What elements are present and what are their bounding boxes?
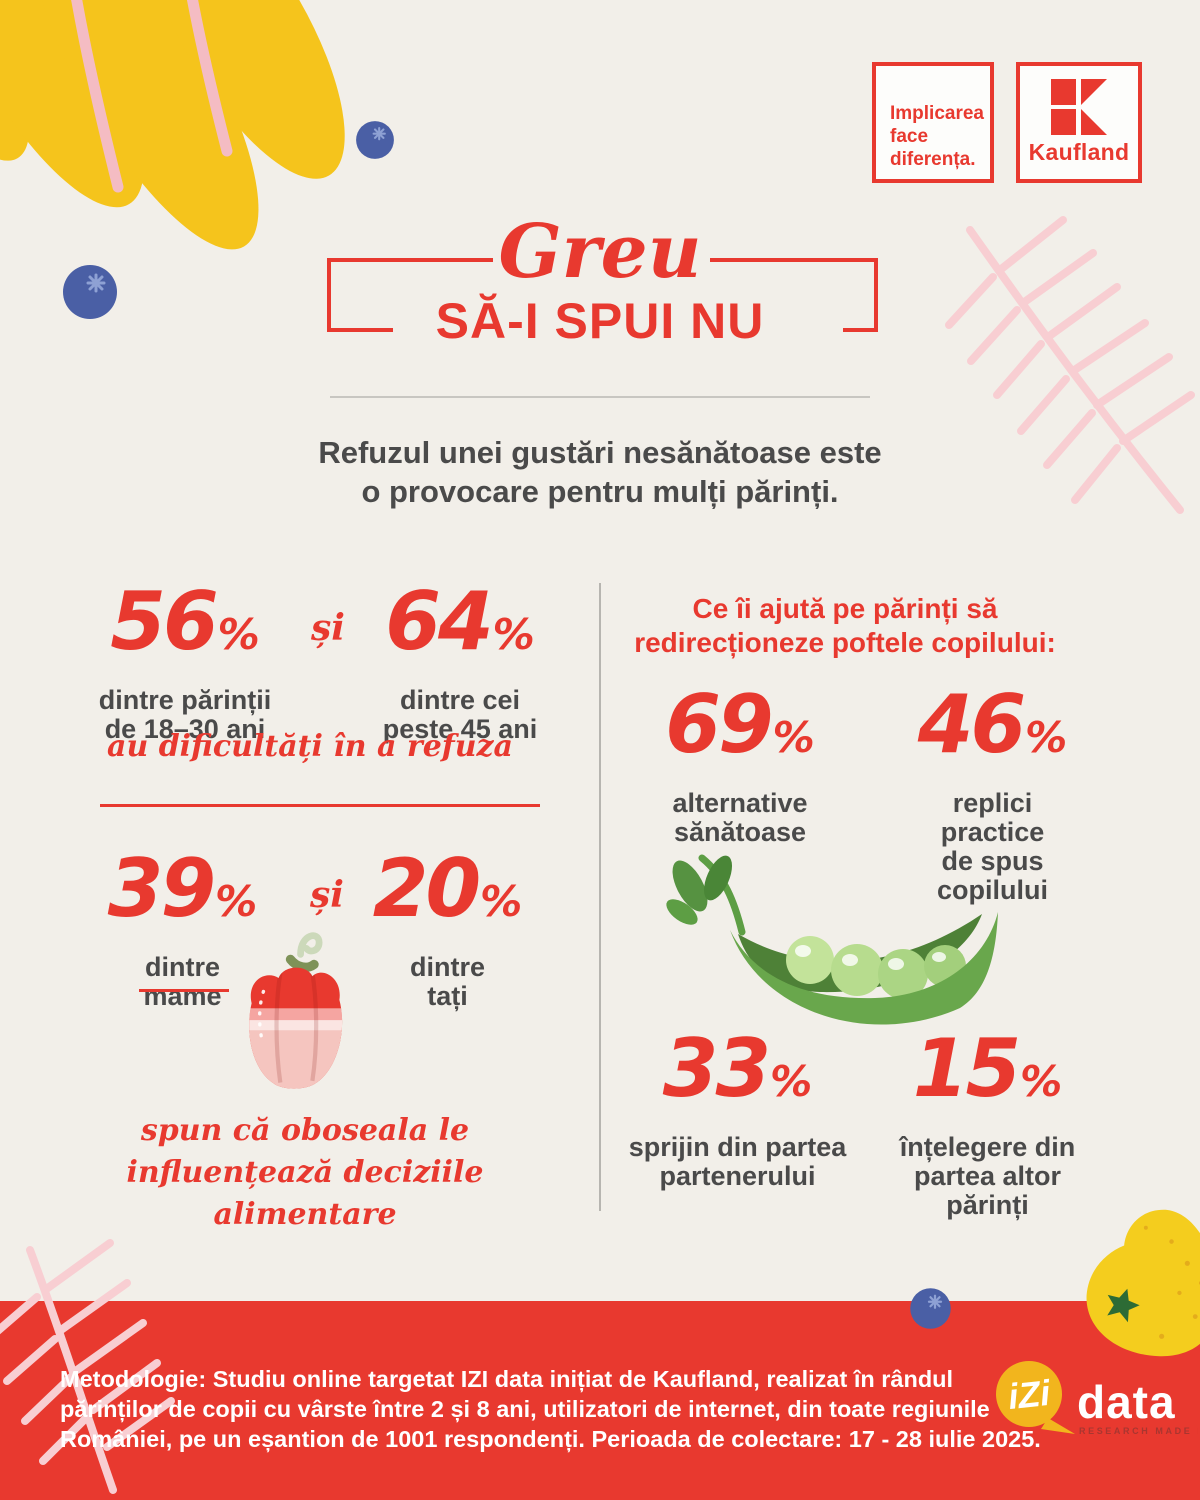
methodology-label: Metodologie: <box>60 1366 207 1392</box>
stat-practical-replies: 46% replici practice de spus copilului <box>885 678 1100 905</box>
red-bell-pepper-illustration <box>249 932 343 1089</box>
title-frame-segment <box>327 258 331 332</box>
stat-mothers: 39% dintre mame <box>80 842 285 1011</box>
kaufland-wordmark: Kaufland <box>1028 139 1130 165</box>
stat-value: 15% <box>912 1022 1063 1115</box>
title-frame-segment <box>327 258 493 262</box>
blueberry-icon <box>910 1288 951 1329</box>
section-divider <box>100 804 540 807</box>
stat-value: 39% <box>107 842 258 935</box>
mame-underline <box>139 989 229 992</box>
stat-value: 64% <box>385 575 535 668</box>
pear-illustration <box>1086 1209 1200 1357</box>
note-difficulty-refusing: au dificultăți în a refuza <box>107 729 513 764</box>
right-column-heading: Ce îi ajută pe părinți să redirecționeze… <box>634 593 1056 658</box>
campaign-badge: Implicarea face diferența. <box>872 62 994 183</box>
yellow-pepper-illustration <box>0 0 345 250</box>
title-frame-segment <box>843 328 878 332</box>
stat-partner-support: 33% sprijin din partea partenerului <box>605 1022 870 1191</box>
blueberry-icon <box>63 265 117 319</box>
izi-bubble-icon <box>996 1361 1062 1427</box>
stat-value: 69% <box>665 678 815 771</box>
title-script: Greu <box>498 209 702 295</box>
methodology-text: Metodologie: Studiu online targetat IZI … <box>60 1366 1041 1452</box>
stat-healthy-alternatives: 69% alternative sănătoase <box>635 678 845 847</box>
stat-value: 33% <box>662 1022 813 1115</box>
note-tiredness: spun că oboseala le influențează decizii… <box>126 1113 484 1232</box>
kaufland-k-icon <box>1051 79 1107 135</box>
blueberry-icon <box>356 121 394 159</box>
svg-text:iZi: iZi <box>1006 1372 1053 1417</box>
page-title: SĂ-I SPUI NU <box>435 293 765 349</box>
title-frame-segment <box>327 328 393 332</box>
conjunction: și <box>311 607 345 649</box>
stat-parents-over-45: 64% dintre cei peste 45 ani <box>355 575 565 744</box>
campaign-tagline: Implicarea face diferența. <box>890 103 984 170</box>
stat-fathers: 20% dintre tați <box>345 842 550 1011</box>
stat-value: 56% <box>110 575 260 668</box>
svg-text:RESEARCH MADE EASY: RESEARCH MADE EASY <box>1079 1426 1198 1436</box>
stat-value: 20% <box>372 842 523 935</box>
rosemary-sprig-icon <box>0 1239 175 1494</box>
izi-data-logo: iZi data RESEARCH MADE EASY <box>996 1361 1198 1436</box>
column-divider <box>599 583 601 1211</box>
stat-other-parents-understanding: 15% înțelegere din partea altor părinți <box>855 1022 1120 1220</box>
pea-pod-illustration <box>666 854 998 1025</box>
conjunction: și <box>310 874 344 916</box>
stat-parents-18-30: 56% dintre părinții de 18–30 ani <box>80 575 290 744</box>
subtitle: Refuzul unei gustări nesănătoase este o … <box>318 435 882 509</box>
rosemary-sprig-icon <box>945 216 1195 514</box>
kaufland-logo: Kaufland <box>1016 62 1142 183</box>
title-frame-segment <box>874 258 878 332</box>
title-frame-segment <box>710 258 878 262</box>
stat-value: 46% <box>917 678 1068 771</box>
svg-text:data: data <box>1077 1376 1176 1428</box>
title-divider <box>330 396 870 398</box>
pear-calyx-star-icon <box>1107 1288 1140 1323</box>
